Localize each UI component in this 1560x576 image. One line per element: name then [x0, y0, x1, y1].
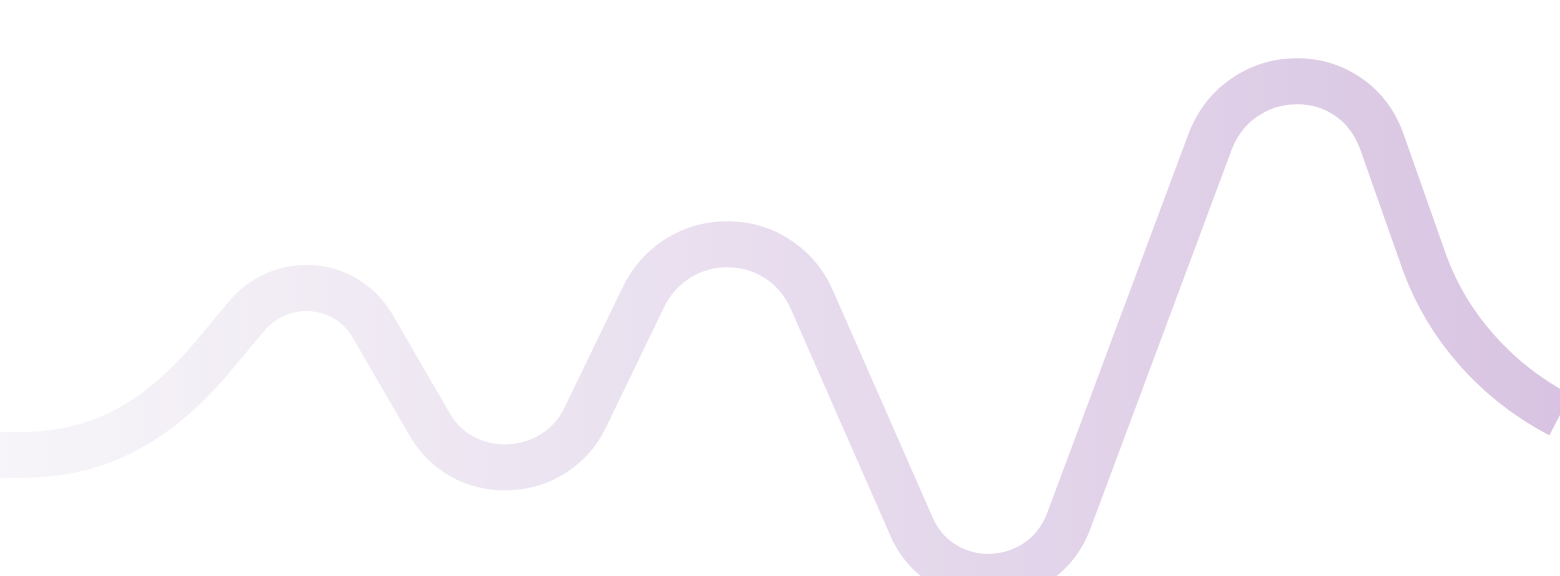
- wave-line: [0, 58, 1560, 576]
